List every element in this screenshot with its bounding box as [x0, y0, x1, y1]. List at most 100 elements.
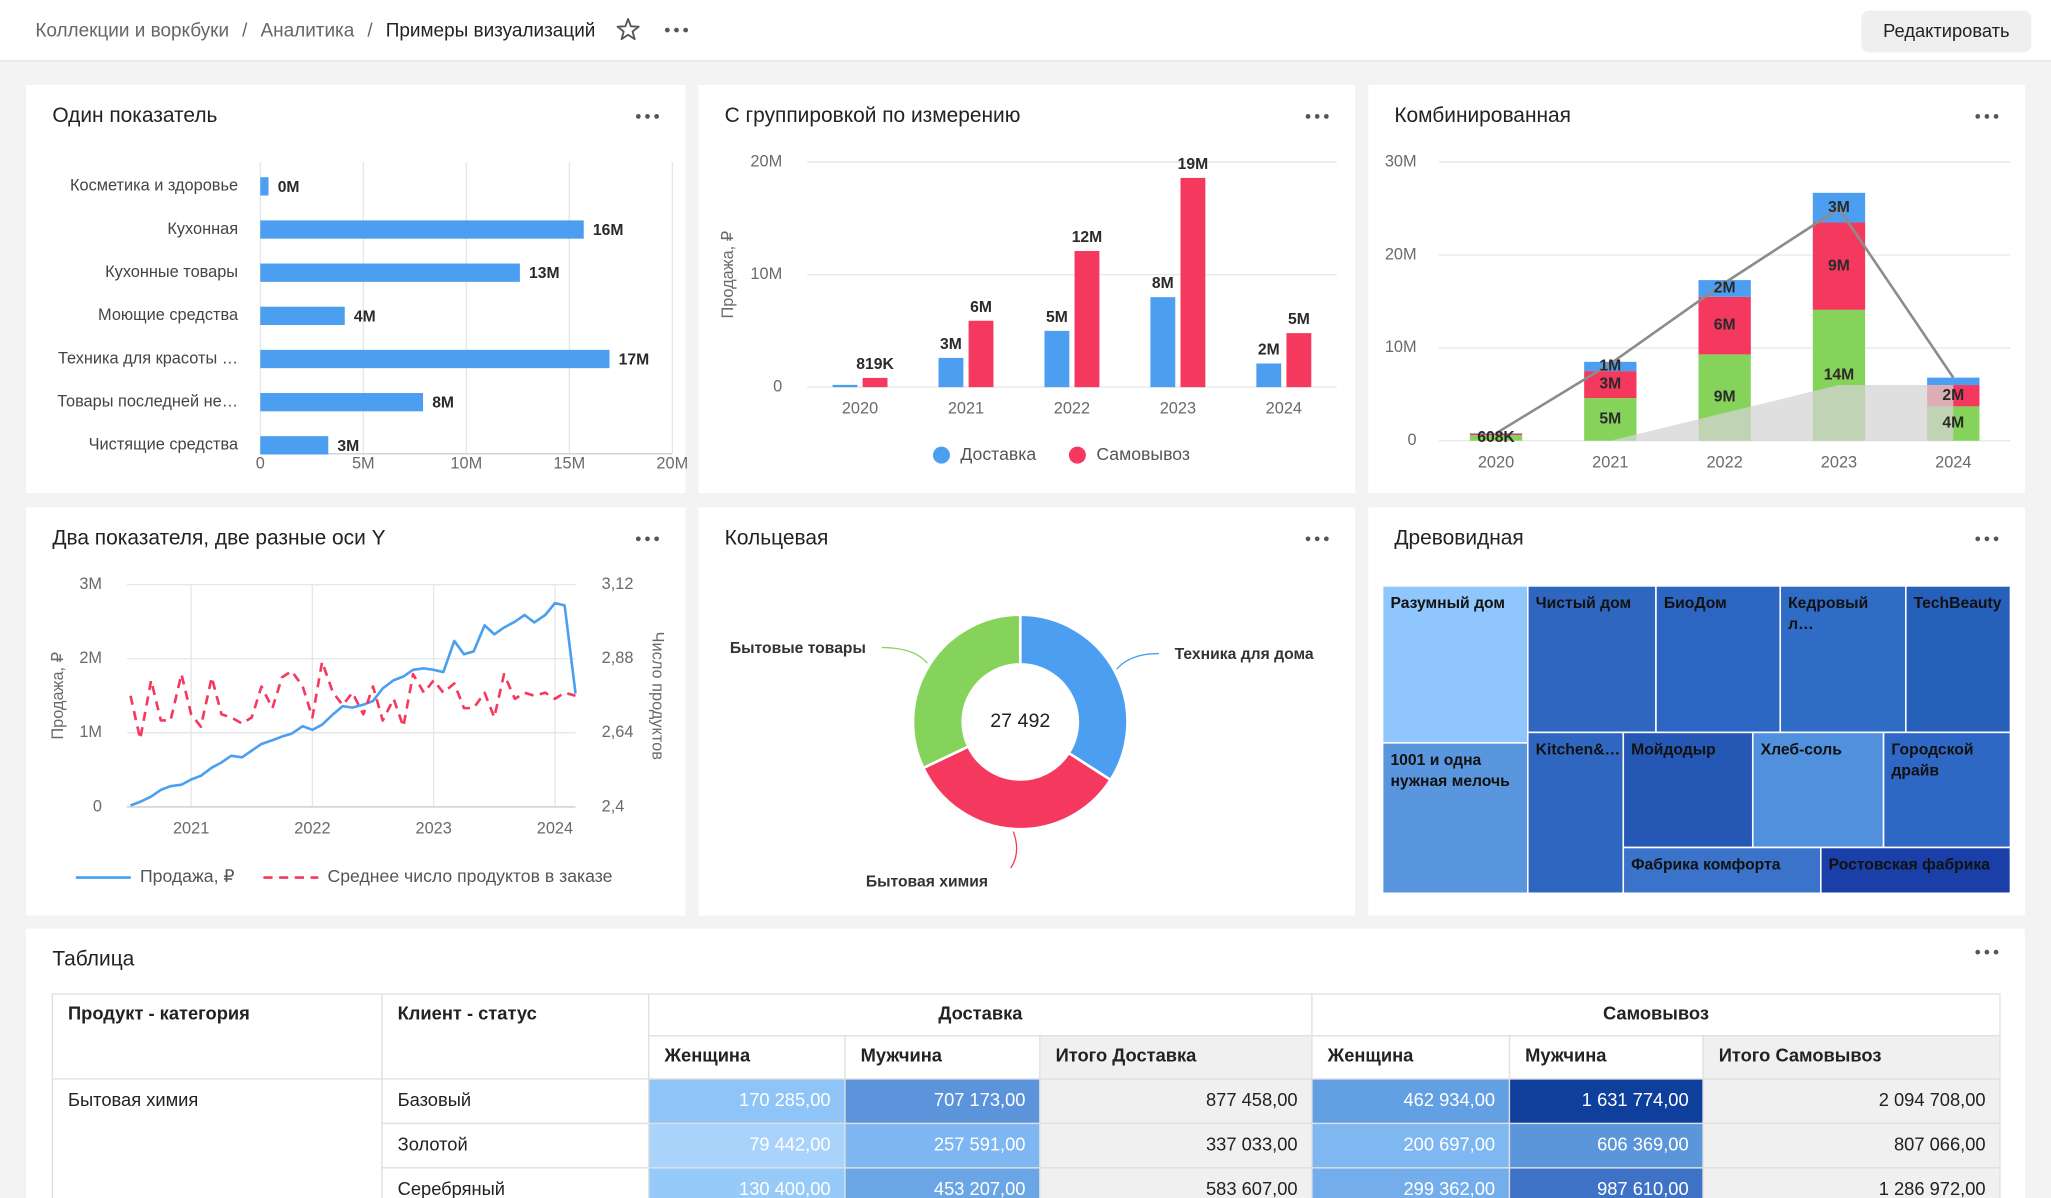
data-label: 6M [1714, 317, 1736, 334]
more-button[interactable] [635, 114, 659, 119]
treemap-tile [1905, 585, 2012, 734]
bar [1180, 177, 1206, 388]
treemap-tile [1882, 731, 2012, 849]
treemap-label: Кедровый л… [1788, 593, 1869, 634]
donut-slice [1018, 613, 1129, 782]
treemap-label: БиоДом [1663, 593, 1727, 613]
more-button[interactable] [1305, 114, 1329, 119]
x-tick-label: 5M [352, 455, 375, 473]
more-dot [645, 536, 650, 542]
treemap-tile [1622, 731, 1754, 849]
more-dot [683, 27, 689, 33]
data-label: 13M [529, 265, 560, 282]
x-tick-label: 2024 [537, 819, 573, 837]
treemap-label: Фабрика комфорта [1631, 855, 1781, 874]
table-cell [1039, 1078, 1313, 1125]
data-label: 17M [619, 351, 650, 368]
treemap-label-box: Разумный дом [1390, 594, 1505, 612]
breadcrumb-separator: / [367, 20, 373, 41]
category-label: Чистящие средства [89, 436, 239, 454]
y-tick-label: 0 [773, 377, 782, 395]
more-dot [1975, 949, 1981, 955]
leader-line [1116, 652, 1159, 670]
treemap-label: Ростовская фабрика [1828, 855, 1990, 874]
treemap-tile [1381, 585, 1529, 744]
y-tick-label: 30M [1385, 152, 1417, 170]
x-tick-label: 2022 [1706, 453, 1742, 471]
bar [260, 263, 520, 282]
more-dot [1975, 536, 1981, 542]
edit-button[interactable]: Редактировать [1861, 10, 2032, 53]
bar [260, 436, 329, 455]
x-tick-label: 2020 [1478, 453, 1514, 471]
chart-title: Один показатель [52, 104, 217, 127]
panel [698, 507, 1356, 916]
table-subheader: Мужчина [1525, 1045, 1607, 1066]
legend: Продажа, ₽ Среднее число продуктов в зака… [75, 866, 613, 886]
y-tick-label: 2,4 [602, 797, 625, 815]
bar [862, 377, 888, 388]
table-cell-value: 606 369,00 [1597, 1134, 1689, 1155]
legend-label: Среднее число продуктов в заказе [327, 866, 612, 886]
data-label: 819K [856, 356, 894, 373]
more-button[interactable] [1975, 114, 1999, 119]
y-tick-label: 10M [1385, 338, 1417, 356]
more-dot [645, 114, 650, 119]
bar-segment [1469, 435, 1523, 441]
table-cell-value: 462 934,00 [1404, 1089, 1496, 1110]
more-dot [1314, 536, 1320, 542]
table-cell-value: 877 458,00 [1206, 1089, 1298, 1110]
more-button[interactable] [1305, 536, 1329, 542]
table-cell [844, 1167, 1041, 1198]
x-tick-label: 2024 [1266, 400, 1302, 418]
panel [26, 85, 686, 494]
more-dot [635, 536, 641, 542]
bar [832, 384, 858, 388]
bar [938, 357, 964, 388]
table-cell-value: 130 400,00 [739, 1178, 831, 1198]
bar-segment [1584, 361, 1637, 372]
breadcrumb[interactable]: Аналитика [260, 20, 354, 41]
favorite-star[interactable] [616, 18, 640, 41]
more-button[interactable] [635, 536, 659, 542]
x-tick-label: 2021 [1592, 453, 1628, 471]
more-button[interactable] [1975, 949, 1999, 955]
table-cell-value: 79 442,00 [749, 1134, 830, 1155]
more-dot [1984, 114, 1990, 119]
treemap-label-box: Мойдодыр [1631, 740, 1716, 758]
bar [260, 393, 424, 412]
line [130, 601, 577, 807]
y-tick-label: 20M [1385, 245, 1417, 263]
data-label: Бытовые товары [730, 640, 866, 657]
x-tick-label: 2024 [1935, 453, 1971, 471]
bar-segment [1584, 398, 1637, 441]
x-tick-label: 2023 [1821, 453, 1857, 471]
more-dot [1305, 536, 1311, 542]
chart-title: Комбинированная [1394, 104, 1571, 127]
more-button[interactable] [1975, 536, 1999, 542]
more-dot [1975, 114, 1981, 119]
x-tick-label: 10M [450, 455, 482, 473]
treemap-label-box: Фабрика комфорта [1631, 855, 1781, 874]
bar-segment [1927, 377, 1980, 386]
table-cell [381, 1167, 650, 1198]
treemap-tile [1655, 585, 1782, 734]
y-tick-label: 2,88 [602, 649, 634, 667]
table-cell [648, 1122, 846, 1169]
panel [698, 85, 1356, 494]
legend-swatch [1068, 446, 1086, 464]
treemap-tile [1527, 731, 1625, 895]
bar [260, 349, 610, 369]
bar-segment [1469, 433, 1523, 436]
table-cell [1311, 993, 2001, 1037]
donut-slice [911, 613, 1022, 770]
table-cell [1702, 1035, 2001, 1080]
more-dot [1314, 114, 1320, 119]
more-button[interactable] [664, 27, 689, 33]
breadcrumb[interactable]: Коллекции и воркбуки [35, 20, 229, 41]
treemap-tile [1381, 742, 1529, 895]
table-cell-value: 170 285,00 [739, 1089, 831, 1110]
data-label: 8M [432, 395, 454, 412]
